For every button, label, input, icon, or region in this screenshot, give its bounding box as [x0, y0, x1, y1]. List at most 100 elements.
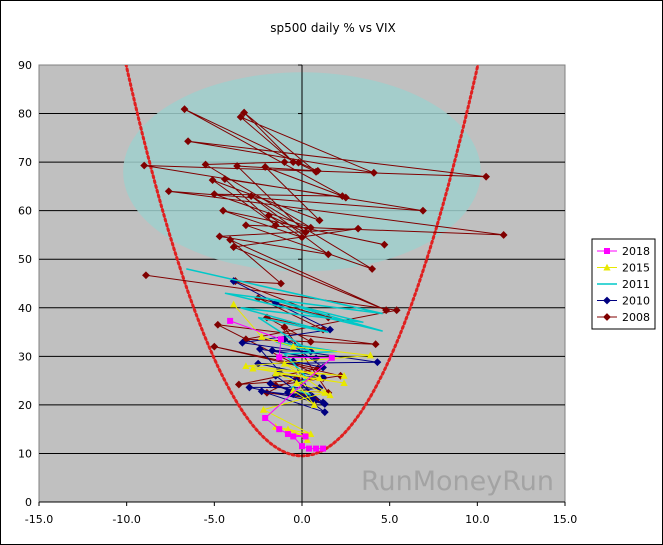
x-tick-label: 0.0 — [293, 513, 311, 526]
data-point-2018 — [320, 445, 327, 452]
data-point-2008 — [298, 233, 306, 242]
y-tick-label: 90 — [18, 59, 32, 72]
data-point-2008 — [294, 158, 303, 167]
data-point-2008 — [280, 323, 289, 332]
data-point-2010 — [320, 408, 329, 417]
data-point-2008 — [219, 206, 228, 215]
data-point-2015 — [340, 371, 348, 379]
data-point-2018 — [328, 354, 335, 361]
legend-swatch-marker — [603, 263, 611, 271]
data-point-2008 — [354, 224, 363, 233]
x-tick-label: -15.0 — [25, 513, 53, 526]
data-point-2008 — [261, 163, 270, 171]
data-point-2018 — [276, 426, 283, 433]
data-point-2010 — [266, 379, 275, 388]
data-point-2008 — [215, 232, 224, 241]
data-point-2015 — [230, 300, 238, 308]
data-point-2008 — [499, 231, 508, 239]
data-point-2008 — [140, 161, 149, 170]
data-point-2008 — [289, 158, 298, 167]
data-point-2018 — [290, 433, 297, 440]
data-point-2018 — [284, 431, 291, 438]
legend-item-2015: 2015 — [597, 262, 650, 275]
data-point-2008 — [315, 216, 324, 225]
data-point-2018 — [262, 414, 269, 421]
data-point-2008 — [380, 240, 389, 249]
y-tick-label: 60 — [18, 205, 32, 218]
y-tick-label: 70 — [18, 156, 32, 169]
data-point-2008 — [392, 306, 401, 315]
data-point-2008 — [301, 228, 310, 237]
y-tick-label: 20 — [18, 399, 32, 412]
data-point-2008 — [234, 380, 243, 389]
data-point-2008 — [371, 340, 380, 349]
data-point-2015 — [366, 351, 374, 359]
data-point-2015 — [258, 333, 266, 340]
y-tick-label: 0 — [25, 496, 32, 509]
data-point-2010 — [319, 398, 327, 407]
legend-label: 2011 — [622, 278, 650, 291]
data-point-2008 — [264, 211, 273, 220]
series-line-2015 — [233, 304, 371, 441]
data-point-2015 — [280, 359, 289, 367]
data-point-2015 — [340, 379, 348, 387]
legend-item-2008: 2008 — [597, 311, 650, 324]
data-point-2008 — [368, 265, 377, 273]
data-point-2008 — [220, 175, 229, 184]
data-point-2015 — [259, 405, 268, 413]
data-point-2008 — [277, 279, 285, 288]
data-point-2010 — [373, 358, 382, 367]
series-line-2011 — [186, 268, 383, 396]
data-point-2015 — [284, 425, 292, 433]
data-point-2008 — [201, 160, 210, 169]
data-point-2008 — [229, 243, 238, 251]
data-point-2015 — [326, 391, 334, 399]
data-point-2015 — [307, 430, 315, 438]
x-tick-label: 15.0 — [553, 513, 578, 526]
data-point-2008 — [208, 176, 217, 184]
data-point-2010 — [326, 325, 334, 334]
data-point-2008 — [210, 342, 219, 351]
series-2018 — [227, 317, 335, 452]
data-point-2018 — [227, 317, 234, 324]
data-point-2008 — [338, 192, 347, 201]
x-tick-label: -5.0 — [204, 513, 225, 526]
series-layer — [140, 105, 508, 452]
data-point-2008 — [313, 166, 322, 175]
legend: 2018 2015 2011 2010 2008 — [591, 238, 656, 330]
data-point-2018 — [302, 433, 309, 440]
data-point-2010 — [245, 383, 254, 392]
data-point-2008 — [142, 271, 150, 280]
data-point-2008 — [271, 221, 280, 230]
legend-swatch-marker — [604, 248, 610, 254]
data-point-2010 — [256, 345, 264, 353]
legend-label: 2008 — [622, 311, 650, 324]
data-point-2018 — [276, 354, 283, 361]
legend-label: 2018 — [622, 245, 650, 258]
data-point-2015 — [249, 364, 257, 372]
data-point-2008 — [233, 162, 242, 170]
y-tick-label: 40 — [18, 302, 32, 315]
data-point-2010 — [238, 338, 247, 347]
data-point-2008 — [180, 105, 189, 114]
data-point-2008 — [324, 250, 333, 259]
data-point-2015 — [315, 374, 324, 382]
watermark: RunMoneyRun — [361, 466, 554, 497]
data-point-2010 — [284, 388, 292, 397]
data-point-2008 — [247, 192, 256, 201]
data-point-2008 — [482, 172, 491, 181]
legend-swatch-marker — [603, 296, 611, 305]
y-tick-label: 10 — [18, 447, 32, 460]
data-point-2008 — [382, 306, 391, 315]
data-point-2015 — [242, 362, 250, 370]
data-point-2008 — [210, 190, 219, 199]
legend-label: 2015 — [622, 262, 650, 275]
data-point-2008 — [240, 108, 249, 117]
data-point-2008 — [213, 320, 222, 329]
data-point-2008 — [236, 113, 245, 121]
y-tick-label: 80 — [18, 108, 32, 121]
data-point-2018 — [277, 336, 284, 343]
data-point-2008 — [280, 158, 289, 167]
